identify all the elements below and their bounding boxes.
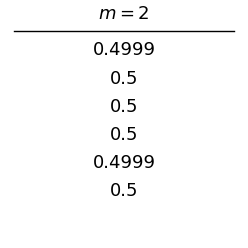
- Text: 0.5: 0.5: [110, 126, 138, 144]
- Text: 0.4999: 0.4999: [93, 154, 155, 172]
- Text: 0.5: 0.5: [110, 98, 138, 116]
- Text: $m = 2$: $m = 2$: [98, 5, 150, 23]
- Text: 0.4999: 0.4999: [93, 41, 155, 60]
- Text: 0.5: 0.5: [110, 183, 138, 200]
- Text: 0.5: 0.5: [110, 70, 138, 88]
